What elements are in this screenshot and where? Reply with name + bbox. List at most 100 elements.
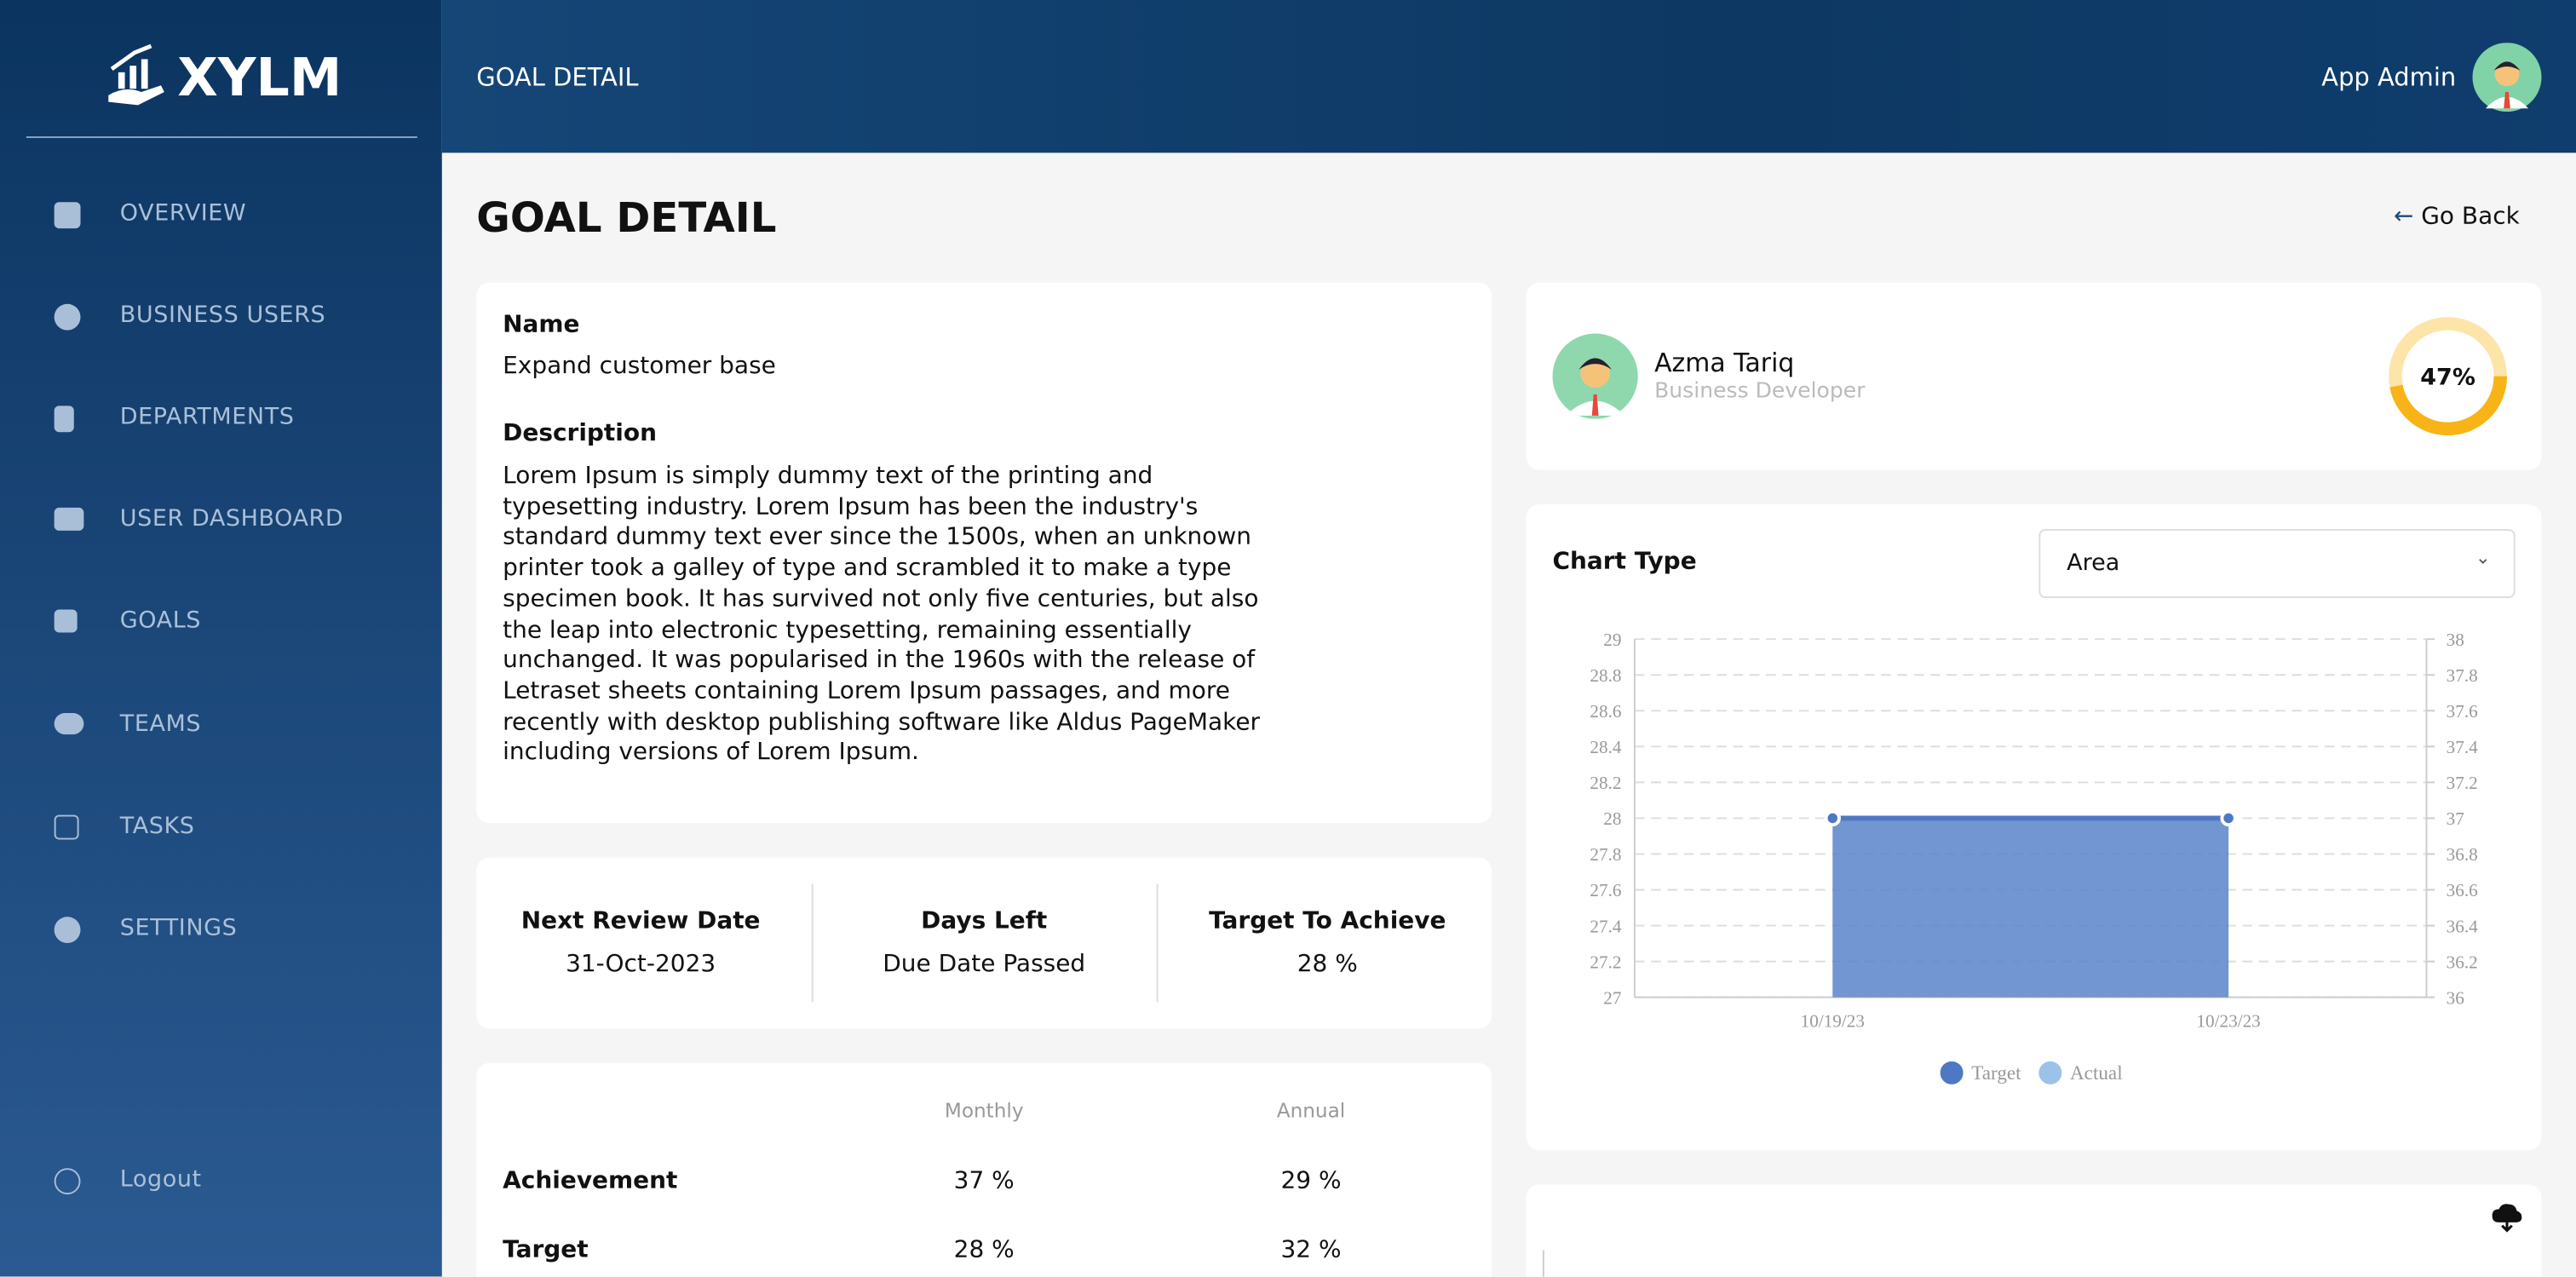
stat-label: Days Left (921, 908, 1048, 935)
menu-item[interactable]: TASKS (119, 813, 195, 840)
column-header: Monthly (944, 1099, 1024, 1123)
go-back[interactable]: ← Go Back (2394, 204, 2520, 230)
description: Lorem Ipsum is simply dummy text of the … (503, 463, 1261, 767)
chart-type-label: Chart Type (1552, 549, 1697, 575)
stat-value: 28 % (1297, 951, 1358, 978)
stat-value: Due Date Passed (883, 951, 1086, 978)
point (2220, 809, 2237, 827)
logout[interactable]: Logout (119, 1166, 202, 1194)
legend-label: Target (1971, 1062, 2021, 1084)
header: GOAL DETAIL App Admin (441, 0, 2576, 153)
stat-value: 31-Oct-2023 (566, 951, 716, 978)
y2-tick-label: 37.4 (2447, 737, 2479, 757)
column-header: Annual (1276, 1099, 1346, 1123)
menu-item[interactable]: OVERVIEW (119, 200, 247, 227)
page-title: GOAL DETAIL (476, 193, 777, 242)
y-tick-label: 27.8 (1590, 844, 1621, 865)
x-tick-label: 10/19/23 (1801, 1010, 1865, 1031)
profile-name: Azma Tariq (1654, 348, 1795, 378)
y2-tick-label: 36 (2447, 987, 2464, 1008)
y2-tick-label: 36.6 (2447, 880, 2478, 900)
cell: 37 % (953, 1168, 1015, 1195)
menu-item[interactable]: USER DASHBOARD (119, 505, 344, 532)
progress-ring: 47% (2389, 317, 2507, 436)
go-back-text: Go Back (2421, 204, 2520, 230)
point (1824, 809, 1841, 827)
y2-tick-label: 37.2 (2447, 773, 2478, 793)
menu-icon (54, 507, 84, 531)
x-tick-label: 10/23/23 (2196, 1010, 2260, 1031)
download-icon[interactable] (2491, 1201, 2524, 1234)
arrow: ← (2393, 204, 2422, 230)
menu-item[interactable]: BUSINESS USERS (119, 302, 326, 329)
y2-tick-label: 37.6 (2447, 701, 2478, 722)
user-avatar[interactable] (2472, 43, 2542, 112)
achievement-card: Monthly Annual Achievement 37 % 29 % Tar… (476, 1062, 1492, 1277)
y2-tick-label: 38 (2447, 630, 2464, 650)
user-name[interactable]: App Admin (2321, 62, 2457, 92)
y-tick-label: 28.4 (1590, 737, 1622, 757)
legend-marker (2038, 1061, 2062, 1084)
cell: 29 % (1280, 1168, 1342, 1195)
logo-icon (108, 43, 164, 106)
profile-avatar (1552, 333, 1638, 419)
select-value: Area (2067, 550, 2120, 577)
y-tick-label: 28.2 (1590, 773, 1621, 793)
separator (1156, 883, 1159, 1003)
menu-icon (54, 917, 81, 943)
menu-icon (54, 814, 79, 840)
stat-label: Next Review Date (520, 908, 761, 935)
legend-label: Actual (2070, 1062, 2123, 1084)
y-tick-label: 28 (1603, 808, 1621, 829)
y2-tick-label: 37 (2447, 808, 2464, 829)
ring-label: 47% (2420, 364, 2475, 390)
menu-icon (54, 406, 74, 433)
legend-marker (1940, 1061, 1964, 1084)
axis (1542, 1250, 1544, 1277)
name-value: Expand customer base (503, 353, 776, 380)
menu-item[interactable]: SETTINGS (119, 915, 238, 942)
chart-card: Chart Type Area ⌄ 27 27.2 27.4 27.6 27.8 28 28… (1526, 504, 2542, 1150)
y-tick-label: 27.6 (1590, 880, 1621, 900)
ring-progress (2389, 317, 2507, 436)
stat-label: Target To Achieve (1209, 908, 1446, 935)
header-title: GOAL DETAIL (476, 62, 639, 92)
menu-icon (54, 303, 81, 331)
name-label: Name (503, 312, 580, 339)
chart: 27 27.2 27.4 27.6 27.8 28 28.2 28.4 28.6 28.8 29 36… (1590, 630, 2479, 1084)
profile-role: Business Developer (1654, 379, 1866, 405)
y-tick-label: 27.4 (1590, 916, 1622, 936)
cell: 32 % (1280, 1237, 1342, 1264)
row-label: Target (503, 1237, 589, 1264)
logout-icon (54, 1168, 81, 1195)
y-tick-label: 29 (1603, 630, 1621, 650)
separator (811, 883, 814, 1003)
y2-tick-label: 37.8 (2447, 665, 2478, 686)
goal-card: Name Expand customer base Description Lo… (476, 282, 1492, 824)
brand: XYLM (177, 45, 342, 109)
sidebar: XYLM OVERVIEW BUSINESS USERS DEPARTMENTS… (0, 0, 442, 1277)
menu-item[interactable]: DEPARTMENTS (119, 404, 295, 431)
area (1832, 818, 2229, 998)
row-label: Achievement (503, 1168, 678, 1195)
y-tick-label: 27 (1603, 987, 1621, 1008)
chevron: ⌄ (2475, 547, 2491, 569)
profile-card: Azma Tariq Business Developer 47% (1526, 282, 2542, 470)
y-tick-label: 28.8 (1590, 665, 1621, 686)
y-tick-label: 27.2 (1590, 952, 1621, 972)
y2-tick-label: 36.8 (2447, 844, 2478, 865)
menu-icon (54, 609, 78, 633)
cell: 28 % (953, 1237, 1015, 1264)
chart-type-select[interactable]: Area ⌄ (2038, 528, 2516, 598)
menu-item[interactable]: TEAMS (119, 711, 202, 738)
y-tick-label: 28.6 (1590, 701, 1621, 722)
y2-tick-label: 36.4 (2447, 916, 2479, 936)
menu-item[interactable]: GOALS (119, 607, 202, 635)
divider (26, 136, 417, 138)
menu-icon (54, 712, 84, 735)
stats-card: Next Review Date 31-Oct-2023 Days Left D… (476, 857, 1492, 1029)
description-label: Description (503, 420, 658, 447)
y2-tick-label: 36.2 (2447, 952, 2478, 972)
menu-icon (54, 202, 81, 229)
